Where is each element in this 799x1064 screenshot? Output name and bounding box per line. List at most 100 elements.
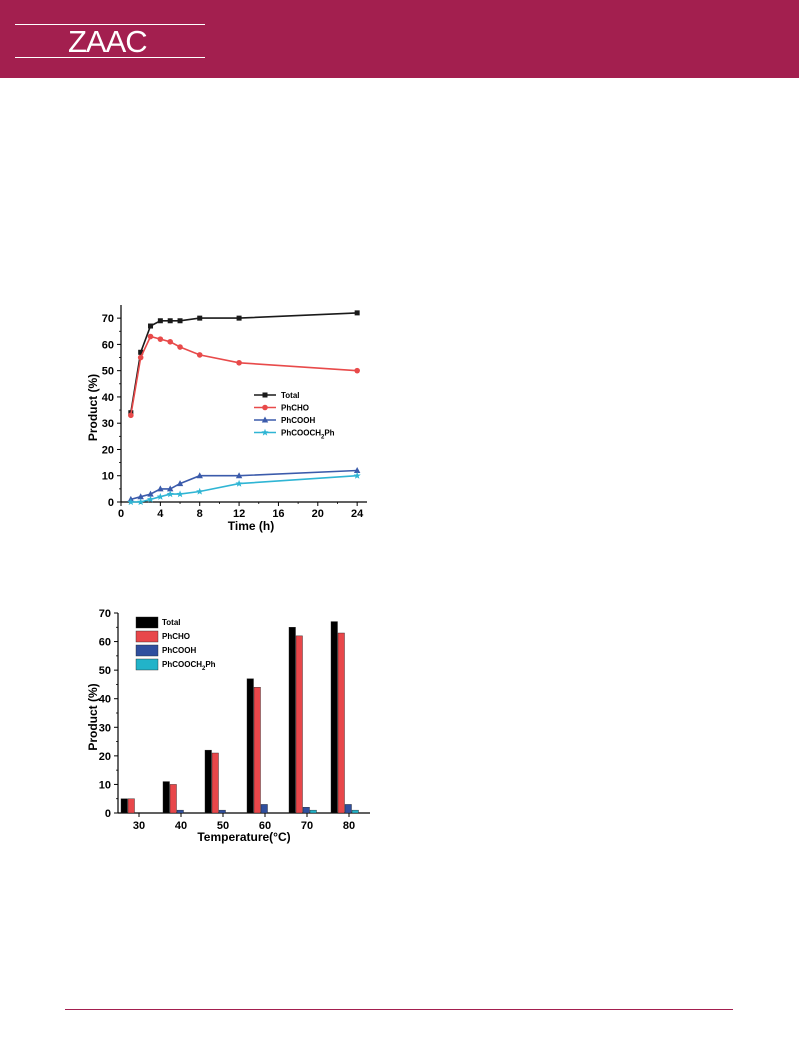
bar-chart-y-tick-label: 30 <box>99 722 111 734</box>
line-point-phcooh <box>196 472 203 479</box>
line-chart-x-tick-label: 16 <box>272 508 284 520</box>
line-point-phcooch2ph <box>353 471 361 479</box>
line-chart-x-tick-label: 20 <box>312 508 324 520</box>
line-chart-x-tick-label: 0 <box>118 508 124 520</box>
bar-chart-x-tick-label: 80 <box>343 820 355 832</box>
bar-chart-x-tick-label: 60 <box>259 820 271 832</box>
bar-phcho-60 <box>253 687 261 814</box>
line-point-phcho <box>147 333 154 340</box>
bar-chart-x-tick-label: 30 <box>133 820 145 832</box>
line-chart-x-tick-label: 12 <box>233 508 245 520</box>
bar-phcooh-40 <box>176 809 184 814</box>
line-chart-y-tick-label: 50 <box>102 366 114 378</box>
journal-header: ZAAC <box>0 0 799 78</box>
line-point-phcooh <box>235 472 243 479</box>
line-point-phcooch2ph <box>146 495 155 503</box>
bar-chart-x-tick-label: 40 <box>175 820 187 832</box>
line-point-phcho <box>167 338 173 345</box>
bar-phcho-50 <box>211 752 219 814</box>
bar-total-60 <box>246 678 254 814</box>
line-chart-y-tick-label: 10 <box>102 471 114 483</box>
line-point-total <box>236 315 242 321</box>
line-point-phcooch2ph <box>137 498 145 506</box>
line-chart-y-axis-label: Product (%) <box>86 374 100 441</box>
line-point-phcooh <box>176 480 184 487</box>
bar-phcho-40 <box>169 784 177 814</box>
bar-legend-label: PhCOOCH2Ph <box>162 660 216 672</box>
bar-phcooh-80 <box>344 804 352 814</box>
line-chart-y-tick-label: 20 <box>102 444 114 456</box>
line-point-phcooh <box>353 466 361 473</box>
line-chart-x-axis-label: Time (h) <box>228 519 274 533</box>
bar-chart-y-tick-label: 0 <box>105 808 111 820</box>
bar-phcooh-70 <box>302 807 310 814</box>
line-point-phcho <box>196 352 203 358</box>
line-point-phcho <box>128 412 134 419</box>
line-chart-y-tick-label: 30 <box>102 418 114 430</box>
line-point-total <box>354 310 360 316</box>
line-point-phcooch2ph <box>166 490 174 498</box>
bar-chart-y-tick-label: 10 <box>99 779 111 791</box>
line-point-phcho <box>354 367 360 374</box>
line-point-total <box>148 323 154 329</box>
bar-total-80 <box>330 621 338 814</box>
line-point-phcooch2ph <box>156 492 164 500</box>
bar-legend-swatch <box>135 630 159 643</box>
line-point-phcooch2ph <box>176 490 184 498</box>
header-rule-top <box>15 24 205 25</box>
line-legend-label: PhCOOCH2Ph <box>281 429 335 441</box>
line-point-phcho <box>137 354 144 361</box>
bar-legend-swatch <box>135 616 159 629</box>
bar-total-50 <box>204 749 212 814</box>
bar-chart-y-axis-label: Product (%) <box>86 683 100 750</box>
line-chart-x-tick-label: 8 <box>197 508 203 520</box>
bar-chart-x-tick-label: 50 <box>217 820 229 832</box>
footer-rule <box>65 1009 733 1010</box>
bar-legend-label: PhCHO <box>162 632 190 641</box>
line-point-total <box>177 318 183 324</box>
header-rule-bottom <box>15 57 205 58</box>
bar-chart-y-tick-label: 50 <box>99 665 111 677</box>
bar-chart-x-axis-label: Temperature(°C) <box>197 830 290 844</box>
line-point-phcho <box>157 336 164 342</box>
line-point-phcooch2ph <box>127 498 135 506</box>
line-point-phcooch2ph <box>235 479 243 487</box>
line-point-phcho <box>236 359 242 366</box>
line-point-total <box>157 318 163 324</box>
line-legend-marker <box>261 428 269 436</box>
line-series-phcho <box>130 335 358 416</box>
bar-phcooch2ph-80 <box>351 809 359 814</box>
line-point-phcooh <box>167 485 174 492</box>
bar-legend-label: Total <box>162 618 181 627</box>
bar-total-70 <box>288 627 296 814</box>
line-legend-marker <box>261 416 269 423</box>
line-point-phcooch2ph <box>196 487 204 495</box>
bar-chart-x-tick-label: 70 <box>301 820 313 832</box>
bar-chart-y-tick-label: 70 <box>99 608 111 620</box>
line-legend-marker <box>262 404 268 411</box>
line-point-phcooh <box>137 493 144 500</box>
bar-legend-swatch <box>135 658 159 671</box>
line-point-total <box>167 318 173 324</box>
line-legend-label: PhCHO <box>281 404 309 413</box>
bar-legend-swatch <box>135 644 159 657</box>
line-legend-label: Total <box>281 391 300 400</box>
line-chart-y-tick-label: 0 <box>108 497 114 509</box>
bar-legend-label: PhCOOH <box>162 646 196 655</box>
line-chart-y-tick-label: 40 <box>102 392 114 404</box>
line-chart-y-tick-label: 70 <box>102 313 114 325</box>
bar-phcho-30 <box>127 798 135 814</box>
bar-phcooh-60 <box>260 804 268 814</box>
line-chart-x-tick-label: 4 <box>157 508 164 520</box>
bar-chart-y-tick-label: 60 <box>99 637 111 649</box>
line-point-phcooh <box>147 490 154 497</box>
line-point-phcooh <box>157 485 164 492</box>
bar-total-40 <box>162 781 170 814</box>
bar-chart-y-tick-label: 40 <box>99 694 111 706</box>
line-legend-label: PhCOOH <box>281 416 315 425</box>
line-point-phcho <box>177 344 183 350</box>
journal-logo: ZAAC <box>68 24 148 59</box>
line-chart-x-tick-label: 24 <box>351 508 364 520</box>
bar-phcho-80 <box>337 632 345 814</box>
